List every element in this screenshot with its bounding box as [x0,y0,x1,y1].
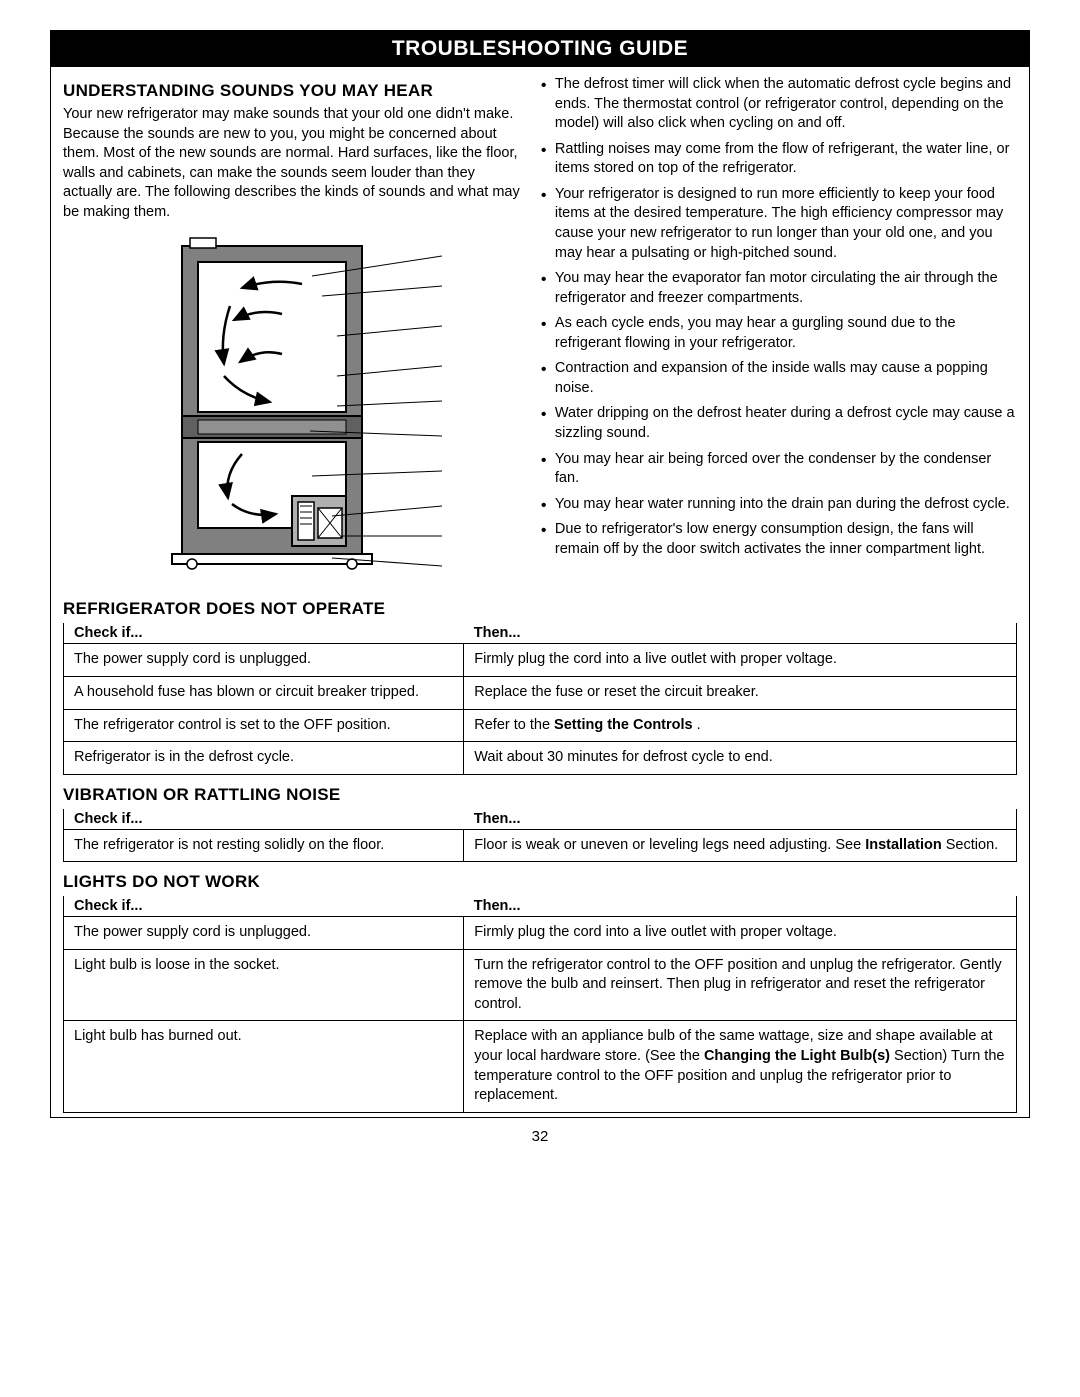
bullet-item: Due to refrigerator's low energy consump… [541,520,1017,559]
table-row: The power supply cord is unplugged.Firml… [64,644,1017,677]
right-column: The defrost timer will click when the au… [541,75,1017,589]
cell-check: The refrigerator is not resting solidly … [64,829,464,862]
bullet-item: You may hear water running into the drai… [541,495,1017,515]
table-row: The refrigerator control is set to the O… [64,709,1017,742]
refrigerator-diagram [63,236,521,581]
table-row: Refrigerator is in the defrost cycle.Wai… [64,742,1017,775]
bullet-item: Water dripping on the defrost heater dur… [541,404,1017,443]
table-row: A household fuse has blown or circuit br… [64,676,1017,709]
bullet-item: The defrost timer will click when the au… [541,75,1017,134]
sounds-intro: Your new refrigerator may make sounds th… [63,105,521,222]
th-then: Then... [464,809,1017,830]
table-row: The refrigerator is not resting solidly … [64,829,1017,862]
bullet-item: You may hear the evaporator fan motor ci… [541,269,1017,308]
cell-check: The power supply cord is unplugged. [64,644,464,677]
vibration-table: Check if... Then... The refrigerator is … [63,809,1017,863]
th-check: Check if... [64,896,464,917]
bullet-item: As each cycle ends, you may hear a gurgl… [541,314,1017,353]
cell-check: Light bulb has burned out. [64,1021,464,1112]
th-then: Then... [464,623,1017,644]
page-number: 32 [50,1128,1030,1145]
sounds-bullets: The defrost timer will click when the au… [541,75,1017,559]
vibration-heading: VIBRATION OR RATTLING NOISE [63,785,1017,805]
cell-then: Replace with an appliance bulb of the sa… [464,1021,1017,1112]
not-operate-table: Check if... Then... The power supply cor… [63,623,1017,774]
cell-check: A household fuse has blown or circuit br… [64,676,464,709]
bullet-item: Contraction and expansion of the inside … [541,359,1017,398]
cell-then: Firmly plug the cord into a live outlet … [464,917,1017,950]
bullet-item: Rattling noises may come from the flow o… [541,140,1017,179]
cell-check: The refrigerator control is set to the O… [64,709,464,742]
bullet-item: Your refrigerator is designed to run mor… [541,185,1017,263]
cell-check: The power supply cord is unplugged. [64,917,464,950]
th-then: Then... [464,896,1017,917]
cell-check: Light bulb is loose in the socket. [64,949,464,1021]
bullet-item: You may hear air being forced over the c… [541,450,1017,489]
cell-then: Refer to the Setting the Controls . [464,709,1017,742]
th-check: Check if... [64,623,464,644]
th-check: Check if... [64,809,464,830]
left-column: UNDERSTANDING SOUNDS YOU MAY HEAR Your n… [63,75,521,589]
table-row: Light bulb is loose in the socket.Turn t… [64,949,1017,1021]
table-row: Light bulb has burned out.Replace with a… [64,1021,1017,1112]
cell-check: Refrigerator is in the defrost cycle. [64,742,464,775]
cell-then: Turn the refrigerator control to the OFF… [464,949,1017,1021]
table-row: The power supply cord is unplugged.Firml… [64,917,1017,950]
lights-heading: LIGHTS DO NOT WORK [63,872,1017,892]
banner-title: TROUBLESHOOTING GUIDE [51,31,1029,67]
cell-then: Floor is weak or uneven or leveling legs… [464,829,1017,862]
cell-then: Wait about 30 minutes for defrost cycle … [464,742,1017,775]
cell-then: Replace the fuse or reset the circuit br… [464,676,1017,709]
not-operate-heading: REFRIGERATOR DOES NOT OPERATE [63,599,1017,619]
content-area: UNDERSTANDING SOUNDS YOU MAY HEAR Your n… [51,67,1029,1113]
sounds-heading: UNDERSTANDING SOUNDS YOU MAY HEAR [63,81,521,101]
lights-table: Check if... Then... The power supply cor… [63,896,1017,1113]
page-frame: TROUBLESHOOTING GUIDE UNDERSTANDING SOUN… [50,30,1030,1118]
cell-then: Firmly plug the cord into a live outlet … [464,644,1017,677]
top-columns: UNDERSTANDING SOUNDS YOU MAY HEAR Your n… [63,75,1017,589]
